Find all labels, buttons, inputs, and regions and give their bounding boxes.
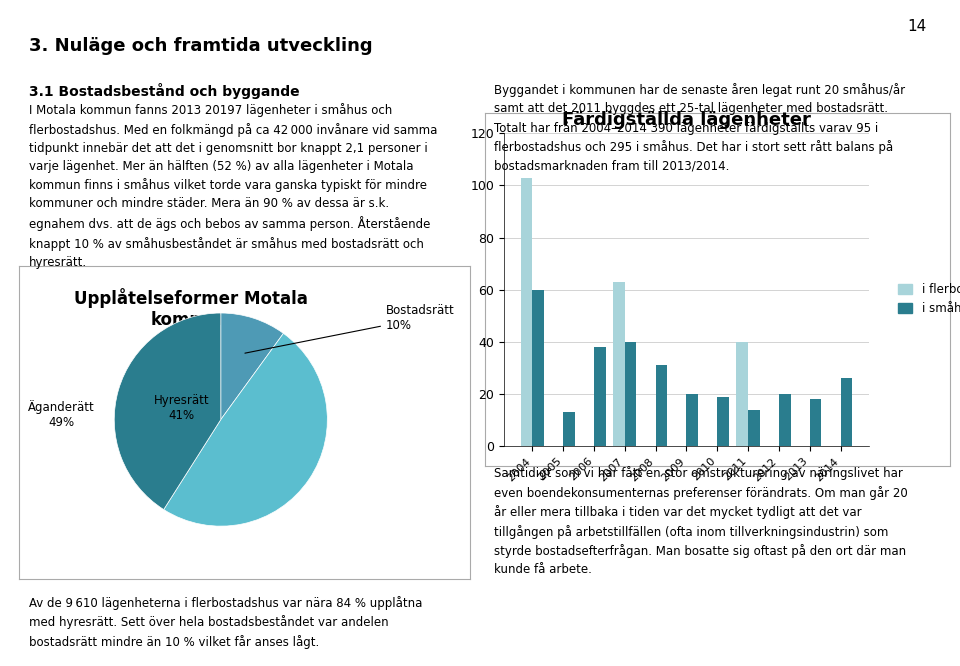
Text: Byggandet i kommunen har de senaste åren legat runt 20 småhus/år
samt att det 20: Byggandet i kommunen har de senaste åren… [494, 83, 905, 172]
Text: 3. Nuläge och framtida utveckling: 3. Nuläge och framtida utveckling [29, 37, 372, 55]
Text: I Motala kommun fanns 2013 20197 lägenheter i småhus och
flerbostadshus. Med en : I Motala kommun fanns 2013 20197 lägenhe… [29, 103, 437, 268]
Bar [520, 178, 532, 446]
Title: Färdigställda lägenheter: Färdigställda lägenheter [562, 111, 811, 129]
Bar [594, 347, 606, 446]
Text: Upplåtelseformer Motala
kommun: Upplåtelseformer Motala kommun [74, 288, 307, 329]
Bar [564, 412, 575, 446]
Bar [841, 378, 852, 446]
Wedge shape [221, 313, 283, 420]
Text: Hyresrätt
41%: Hyresrätt 41% [155, 394, 209, 422]
Text: Äganderätt
49%: Äganderätt 49% [28, 400, 94, 429]
Bar [748, 410, 759, 446]
Bar [532, 290, 544, 446]
Legend: i flerbostadshus, i småhus: i flerbostadshus, i småhus [899, 283, 960, 315]
Bar [656, 366, 667, 446]
Text: 3.1 Bostadsbestånd och byggande: 3.1 Bostadsbestånd och byggande [29, 83, 300, 99]
Bar [736, 342, 748, 446]
Bar [613, 282, 625, 446]
Text: Bostadsrätt
10%: Bostadsrätt 10% [245, 304, 455, 353]
Bar [686, 394, 698, 446]
Text: Samtidigt som vi har fått en stor omstrukturering av näringslivet har
even boend: Samtidigt som vi har fått en stor omstru… [494, 466, 908, 576]
Wedge shape [164, 334, 327, 526]
Text: Av de 9 610 lägenheterna i flerbostadshus var nära 84 % upplåtna
med hyresrätt. : Av de 9 610 lägenheterna i flerbostadshu… [29, 596, 422, 649]
Text: 14: 14 [907, 19, 926, 34]
Bar [717, 397, 729, 446]
Bar [625, 342, 636, 446]
Bar [779, 394, 791, 446]
Bar [809, 399, 822, 446]
Wedge shape [114, 313, 221, 509]
